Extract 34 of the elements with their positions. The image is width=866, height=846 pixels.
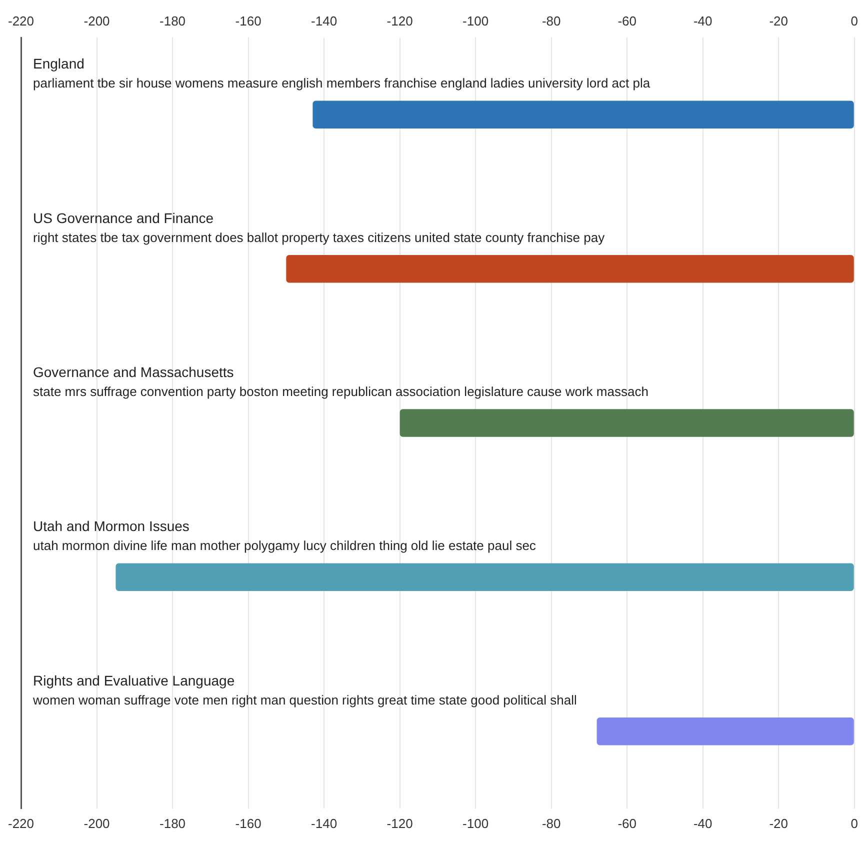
x2-tick-label: -80	[542, 816, 561, 831]
x2-tick-label: -20	[769, 816, 788, 831]
annotation: right states tbe tax government does ballot property taxes citizens united state county franchise pay	[33, 230, 606, 245]
x2-tick-label: -60	[618, 816, 636, 831]
y-tick-label: US Governance and Finance	[33, 210, 214, 226]
x-tick-label: -100	[462, 13, 489, 28]
x2-tick-label: -40	[693, 816, 712, 831]
x-tick-label: -120	[386, 13, 413, 28]
annotation: utah mormon divine life man mother polygamy lucy children thing old lie estate paul sec	[33, 538, 536, 554]
y-tick-label: England	[33, 56, 84, 72]
x2-tick-label: -120	[386, 816, 413, 831]
annotation: parliament tbe sir house womens measure english members franchise england ladies university lord act pla	[33, 76, 651, 91]
x-tick-label: -20	[769, 13, 788, 28]
x-tick-label: -80	[542, 13, 561, 28]
y-tick-label: Utah and Mormon Issues	[33, 518, 190, 534]
x-tick-label: -40	[693, 13, 712, 28]
x-tick-label: -140	[311, 13, 338, 28]
x-tick-label: -160	[235, 13, 262, 28]
x-tick-label: -60	[618, 13, 636, 28]
annotation: women woman suffrage vote men right man question rights great time state good political shall	[32, 692, 577, 708]
x2-tick-label: -220	[8, 816, 34, 831]
annotation: state mrs suffrage convention party boston meeting republican association legislature cause work massach	[33, 384, 648, 399]
x2-tick-label: -180	[160, 816, 186, 831]
x-tick-label: -180	[160, 13, 186, 28]
x2-tick-label: 0	[850, 816, 858, 831]
x-tick-label: -220	[8, 13, 34, 28]
x-tick-label: 0	[850, 13, 858, 28]
x2-tick-label: -160	[235, 816, 262, 831]
x2-tick-label: -200	[84, 816, 110, 831]
x2-tick-label: -100	[462, 816, 489, 831]
y-tick-label: Rights and Evaluative Language	[33, 672, 235, 688]
y-tick-label: Governance and Massachusetts	[33, 364, 234, 380]
x-tick-label: -200	[84, 13, 110, 28]
x2-tick-label: -140	[311, 816, 338, 831]
